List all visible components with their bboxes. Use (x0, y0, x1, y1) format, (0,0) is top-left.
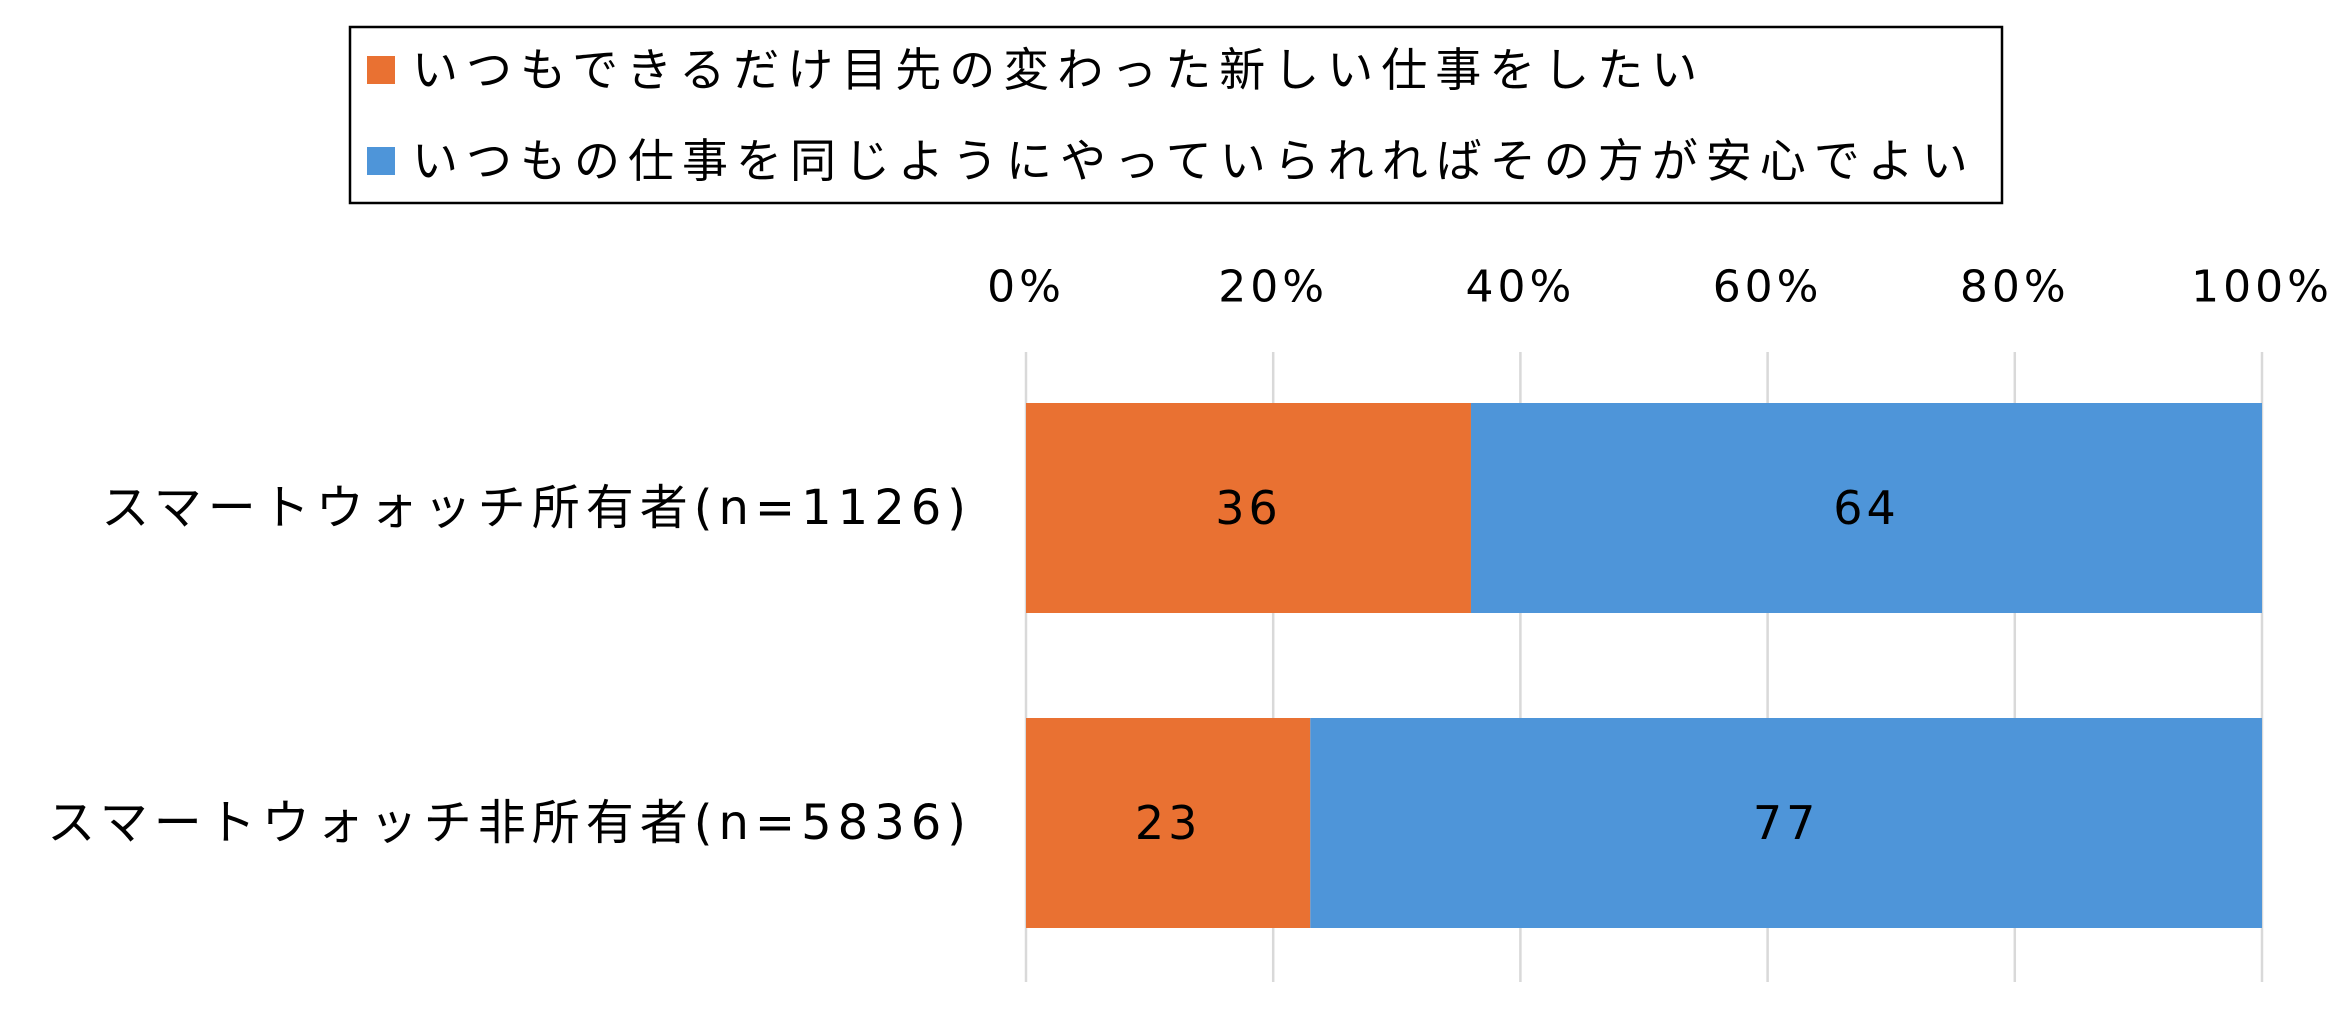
x-tick-label-80: 80% (1960, 262, 2070, 313)
category-label-1: スマートウォッチ所有者(n=1126) (101, 480, 972, 536)
legend-swatch-1 (367, 56, 395, 84)
data-label-2-1: 23 (1135, 796, 1202, 850)
x-axis-tick-labels: 0% 20% 40% 60% 80% 100% (987, 262, 2333, 313)
bar-segment-1-2 (1470, 403, 2262, 613)
legend: いつもできるだけ目先の変わった新しい仕事をしたいいつもの仕事を同じようにやってい… (348, 25, 2004, 205)
bars: 36 64 23 77 (1026, 403, 2262, 928)
x-tick-label-0: 0% (987, 262, 1065, 313)
data-label-2-2: 77 (1753, 796, 1820, 850)
x-tick-label-20: 20% (1218, 262, 1328, 313)
legend-box (348, 25, 2004, 205)
bar-segment-2-1 (1026, 718, 1311, 928)
legend-label-2: いつもの仕事を同じようにやっていられればその方が安心でよい (412, 134, 1976, 188)
x-tick-label-40: 40% (1466, 262, 1576, 313)
category-label-2: スマートウォッチ非所有者(n=5836) (47, 795, 972, 851)
data-label-1-2: 64 (1833, 481, 1900, 535)
legend-swatch-2 (367, 147, 395, 175)
x-tick-label-60: 60% (1713, 262, 1823, 313)
data-label-1-1: 36 (1215, 481, 1282, 535)
x-tick-label-100: 100% (2191, 262, 2333, 313)
bar-segment-1-1 (1026, 403, 1471, 613)
legend-label-1: いつもできるだけ目先の変わった新しい仕事をしたい (412, 43, 1705, 97)
bar-segment-2-2 (1310, 718, 2262, 928)
category-labels: スマートウォッチ所有者(n=1126) スマートウォッチ非所有者(n=5836) (47, 480, 972, 851)
